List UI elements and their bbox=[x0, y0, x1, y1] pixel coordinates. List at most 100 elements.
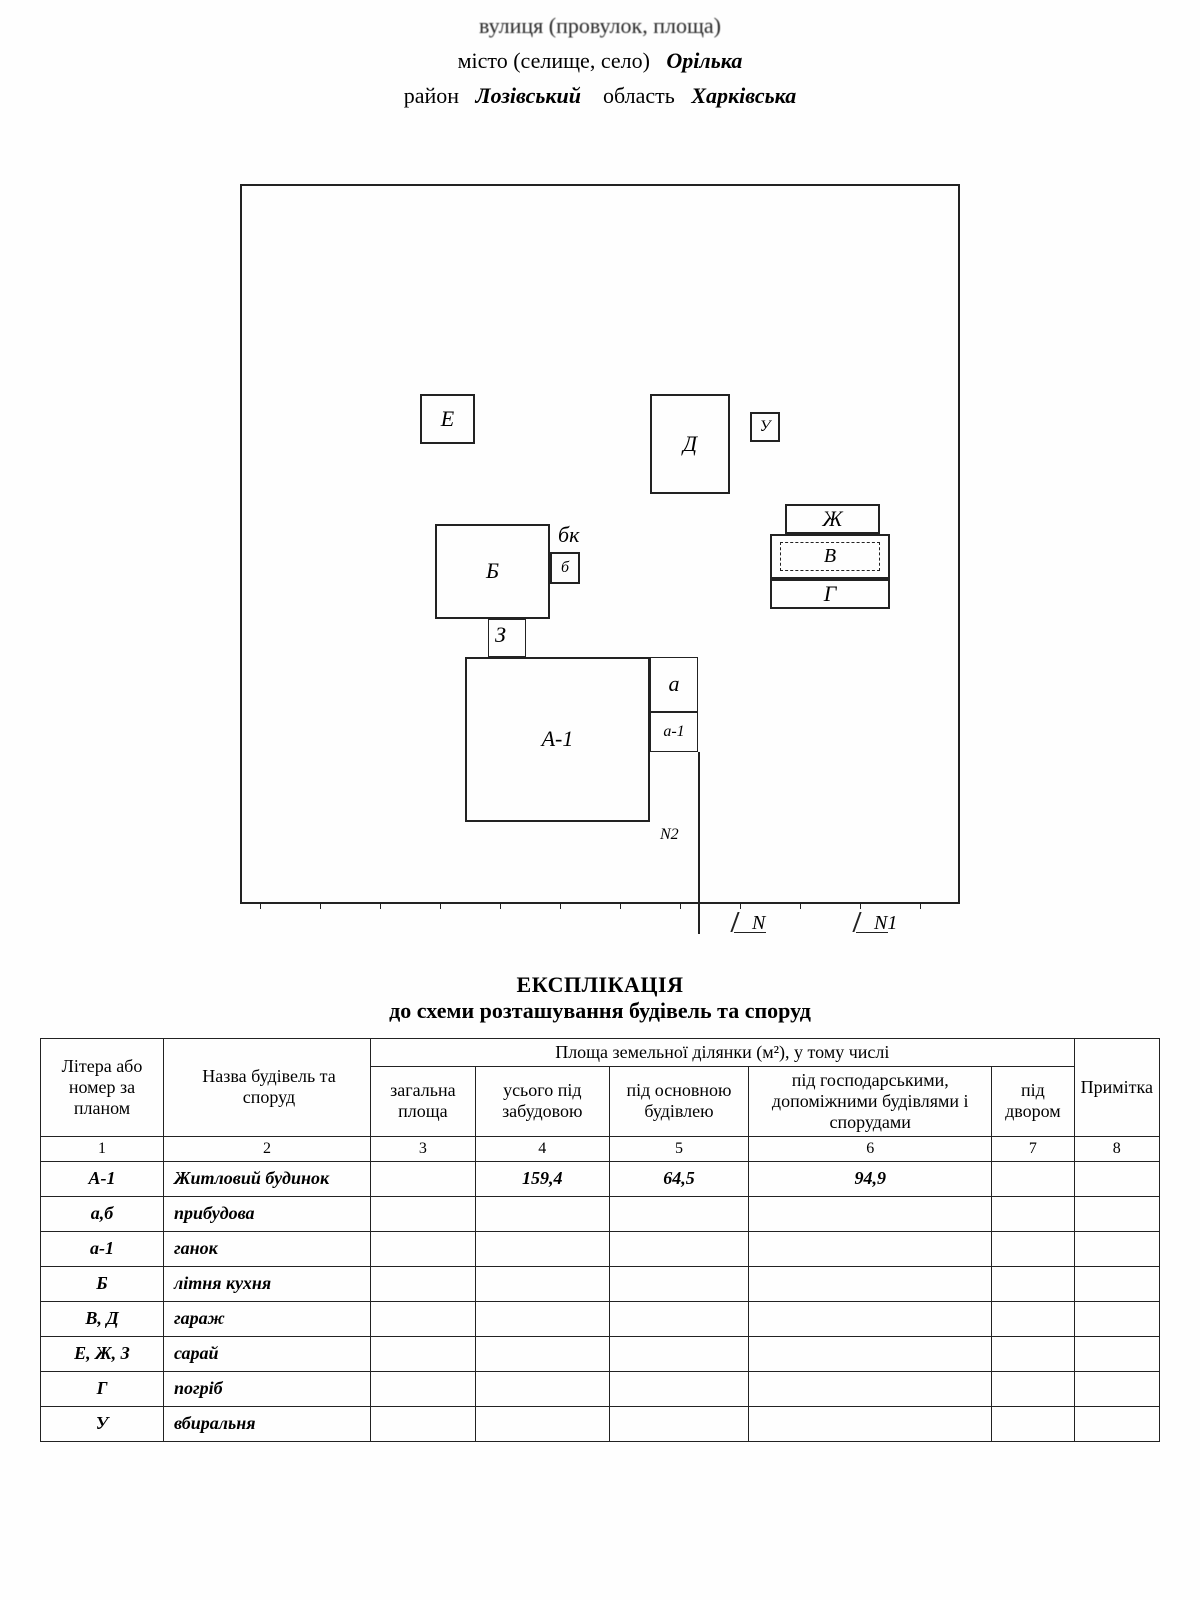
cell-value bbox=[992, 1266, 1074, 1301]
col-number-4: 4 bbox=[475, 1136, 609, 1161]
explication-heading: ЕКСПЛІКАЦІЯ до схеми розташування будіве… bbox=[40, 972, 1160, 1024]
cell-value bbox=[1074, 1161, 1159, 1196]
explication-title-2: до схеми розташування будівель та споруд bbox=[40, 998, 1160, 1024]
scale-tick bbox=[440, 903, 441, 909]
table-row: Увбиральня bbox=[41, 1406, 1160, 1441]
cell-value bbox=[749, 1231, 992, 1266]
datum-mark: N bbox=[748, 912, 761, 935]
col-header-name: Назва будівель та споруд bbox=[164, 1038, 371, 1136]
scale-tick bbox=[740, 903, 741, 909]
cell-value bbox=[992, 1336, 1074, 1371]
cell-value bbox=[609, 1301, 748, 1336]
town-value: Орілька bbox=[666, 48, 742, 73]
scale-tick bbox=[620, 903, 621, 909]
cell-letter: А-1 bbox=[41, 1161, 164, 1196]
col-number-5: 5 bbox=[609, 1136, 748, 1161]
district-value: Лозівський bbox=[476, 83, 581, 108]
col-header-note: Примітка bbox=[1074, 1038, 1159, 1136]
district-label: район bbox=[404, 83, 459, 108]
building-E: Е bbox=[420, 394, 475, 444]
col-number-8: 8 bbox=[1074, 1136, 1159, 1161]
cell-value bbox=[609, 1266, 748, 1301]
cell-value bbox=[749, 1301, 992, 1336]
cell-name: Житловий будинок bbox=[164, 1161, 371, 1196]
street-label: вулиця (провулок, площа) bbox=[479, 13, 721, 38]
site-plan-diagram: ЕДУЖВГБббкЗА-1аа-1N2NN1 bbox=[210, 184, 990, 954]
address-line-town: місто (селище, село) Орілька bbox=[40, 43, 1160, 78]
col-subheader-2: загальна площа bbox=[371, 1066, 476, 1136]
cell-value bbox=[1074, 1231, 1159, 1266]
cell-value bbox=[475, 1371, 609, 1406]
building-A1: А-1 bbox=[465, 657, 650, 822]
building-B: Б bbox=[435, 524, 550, 619]
col-number-1: 1 bbox=[41, 1136, 164, 1161]
scale-tick bbox=[680, 903, 681, 909]
cell-value bbox=[749, 1406, 992, 1441]
cell-value bbox=[609, 1231, 748, 1266]
cell-letter: Г bbox=[41, 1371, 164, 1406]
plan-annotation: N2 bbox=[660, 826, 679, 844]
table-row: В, Дгараж bbox=[41, 1301, 1160, 1336]
col-header-letter: Літера або номер за планом bbox=[41, 1038, 164, 1136]
cell-value: 64,5 bbox=[609, 1161, 748, 1196]
col-subheader-5: під господарськими, допоміжними будівлям… bbox=[749, 1066, 992, 1136]
table-row: а-1ганок bbox=[41, 1231, 1160, 1266]
table-row: Е, Ж, Зсарай bbox=[41, 1336, 1160, 1371]
town-label: місто (селище, село) bbox=[458, 48, 650, 73]
datum-mark: N1 bbox=[870, 912, 893, 935]
cell-value bbox=[1074, 1301, 1159, 1336]
cell-value bbox=[1074, 1336, 1159, 1371]
cell-letter: Б bbox=[41, 1266, 164, 1301]
oblast-label: область bbox=[603, 83, 675, 108]
building-U: У bbox=[750, 412, 780, 442]
cell-value bbox=[371, 1371, 476, 1406]
cell-letter: В, Д bbox=[41, 1301, 164, 1336]
address-line-street: вулиця (провулок, площа) bbox=[40, 8, 1160, 43]
cell-name: ганок bbox=[164, 1231, 371, 1266]
scale-tick bbox=[800, 903, 801, 909]
building-Zbox bbox=[488, 619, 526, 657]
cell-value bbox=[992, 1301, 1074, 1336]
cell-value bbox=[609, 1196, 748, 1231]
col-number-3: 3 bbox=[371, 1136, 476, 1161]
cell-name: гараж bbox=[164, 1301, 371, 1336]
cell-value bbox=[371, 1301, 476, 1336]
col-number-6: 6 bbox=[749, 1136, 992, 1161]
col-subheader-6: під двором bbox=[992, 1066, 1074, 1136]
building-V-inner: В bbox=[780, 542, 880, 571]
cell-value bbox=[371, 1266, 476, 1301]
cell-value bbox=[475, 1196, 609, 1231]
cell-value bbox=[749, 1266, 992, 1301]
cell-letter: Е, Ж, З bbox=[41, 1336, 164, 1371]
scale-tick bbox=[920, 903, 921, 909]
cell-value bbox=[1074, 1196, 1159, 1231]
cell-value bbox=[475, 1336, 609, 1371]
cell-name: прибудова bbox=[164, 1196, 371, 1231]
cell-value bbox=[609, 1406, 748, 1441]
building-b: б bbox=[550, 552, 580, 584]
explication-title-1: ЕКСПЛІКАЦІЯ bbox=[40, 972, 1160, 998]
table-row: Гпогріб bbox=[41, 1371, 1160, 1406]
scale-tick bbox=[560, 903, 561, 909]
cell-value bbox=[371, 1196, 476, 1231]
scale-tick bbox=[860, 903, 861, 909]
building-a: а bbox=[650, 657, 698, 712]
cell-value bbox=[992, 1196, 1074, 1231]
cell-value bbox=[1074, 1371, 1159, 1406]
reference-line bbox=[698, 752, 700, 904]
scale-tick bbox=[500, 903, 501, 909]
building-G: Г bbox=[770, 579, 890, 609]
col-number-7: 7 bbox=[992, 1136, 1074, 1161]
address-header: вулиця (провулок, площа) місто (селище, … bbox=[40, 0, 1160, 114]
cell-value bbox=[992, 1161, 1074, 1196]
cell-value bbox=[749, 1196, 992, 1231]
cell-name: літня кухня bbox=[164, 1266, 371, 1301]
cell-value bbox=[371, 1336, 476, 1371]
cell-value bbox=[1074, 1266, 1159, 1301]
cell-name: сарай bbox=[164, 1336, 371, 1371]
cell-letter: а,б bbox=[41, 1196, 164, 1231]
table-row: Блітня кухня bbox=[41, 1266, 1160, 1301]
col-number-2: 2 bbox=[164, 1136, 371, 1161]
cell-value bbox=[475, 1231, 609, 1266]
cell-value: 94,9 bbox=[749, 1161, 992, 1196]
